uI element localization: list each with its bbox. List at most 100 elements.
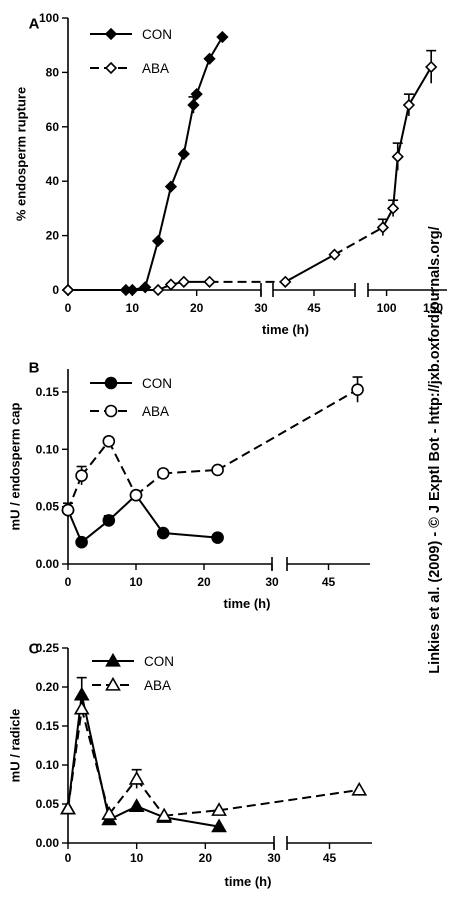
y-tick-label: 100	[39, 11, 59, 25]
data-point	[129, 488, 143, 502]
data-point	[128, 770, 145, 785]
data-point	[177, 275, 190, 288]
y-axis-label: mU / radicle	[7, 709, 22, 783]
series-con	[61, 488, 224, 549]
series-line-segment	[80, 440, 110, 477]
y-tick-label: 20	[46, 229, 60, 243]
series-line-segment	[135, 494, 165, 534]
data-point	[60, 800, 76, 815]
x-tick-label: 10	[126, 301, 140, 315]
y-axis-label: mU / endosperm cap	[7, 403, 22, 531]
y-tick-label: 60	[46, 120, 60, 134]
data-point	[128, 798, 145, 813]
series-line-segment	[182, 104, 195, 155]
y-tick-label: 80	[46, 65, 60, 79]
series-line-segment	[163, 468, 218, 475]
legend-label: ABA	[144, 678, 171, 693]
y-tick-label: 0.10	[36, 758, 60, 772]
y-tick-label: 0.15	[36, 719, 60, 733]
data-point	[151, 283, 165, 297]
series-line-segment	[218, 788, 360, 812]
data-point	[211, 818, 227, 833]
data-point	[203, 52, 216, 65]
data-point	[351, 383, 364, 396]
legend-label: CON	[144, 654, 174, 669]
series-line-segment	[164, 809, 220, 817]
series-line-segment	[135, 778, 165, 817]
data-point	[151, 234, 165, 248]
x-tick-label: 20	[190, 301, 204, 315]
x-tick-label: 30	[254, 301, 268, 315]
legend-marker	[104, 404, 118, 418]
legend-label: ABA	[142, 61, 169, 76]
y-tick-label: 0.05	[36, 500, 60, 514]
data-point	[328, 248, 341, 261]
legend-marker	[104, 61, 118, 75]
data-point	[211, 531, 224, 544]
x-tick-label: 30	[267, 851, 281, 865]
data-point	[211, 463, 224, 477]
y-tick-label: 0.25	[36, 641, 60, 655]
y-tick-label: 40	[46, 174, 60, 188]
panel-letter: C	[29, 640, 40, 657]
legend-marker	[105, 676, 121, 691]
panel-c: C 0.00 0.05 0.10 0.15 0.20 0.25 mU / radicle 0 10…	[7, 640, 372, 889]
data-point	[376, 221, 390, 234]
data-point	[211, 802, 227, 816]
x-tick-label: 45	[322, 575, 336, 589]
series-line-segment	[408, 66, 433, 106]
y-tick-label: 0.20	[36, 680, 60, 694]
series-line-segment	[144, 240, 160, 288]
x-tick-label: 10	[130, 851, 144, 865]
data-point	[279, 275, 292, 288]
x-tick-label: 20	[197, 575, 211, 589]
series-line-segment	[195, 58, 211, 95]
data-point	[156, 807, 173, 822]
series-con	[60, 676, 227, 833]
series-line-segment	[396, 104, 410, 157]
y-tick-label: 0.15	[36, 385, 60, 399]
series-aba	[61, 49, 438, 297]
data-point	[386, 202, 400, 215]
x-tick-label: 0	[65, 575, 72, 589]
y-tick-label: 0	[52, 283, 59, 297]
data-point	[102, 434, 116, 448]
data-point	[75, 535, 88, 549]
x-axis-label: time (h)	[262, 322, 309, 337]
series-aba	[60, 700, 368, 822]
journal-credit: Linkies et al. (2009) - © J Exptl Bot - …	[427, 226, 443, 674]
panel-a: A 0 20 40 60 80 100 % endosperm rupture 0 10 20 30 4…	[13, 11, 447, 337]
data-point	[61, 503, 75, 517]
y-tick-label: 0.00	[36, 836, 60, 850]
data-point	[73, 700, 90, 715]
x-tick-label: 20	[199, 851, 213, 865]
series-line-segment	[163, 816, 220, 828]
legend-label: CON	[142, 376, 172, 391]
data-point	[351, 781, 368, 796]
series-line-segment	[108, 778, 138, 815]
series-line-segment	[334, 226, 384, 256]
x-tick-label: 100	[377, 301, 397, 315]
series-line-segment	[67, 708, 83, 809]
x-tick-label: 45	[307, 301, 321, 315]
series-line-segment	[163, 532, 218, 539]
data-point	[216, 30, 229, 44]
y-tick-label: 0.05	[36, 797, 60, 811]
legend-marker	[104, 27, 118, 41]
x-tick-label: 10	[129, 575, 143, 589]
panel-letter: A	[29, 15, 40, 32]
legend-marker	[104, 376, 118, 390]
series-aba	[61, 376, 364, 517]
data-point	[391, 150, 404, 163]
data-point	[164, 278, 178, 291]
data-point	[156, 467, 170, 480]
x-tick-label: 45	[323, 851, 337, 865]
data-point	[73, 686, 90, 701]
x-tick-label: 150	[423, 301, 443, 315]
x-tick-label: 30	[265, 575, 279, 589]
x-tick-label: 0	[65, 851, 72, 865]
y-tick-label: 0.10	[36, 442, 60, 456]
x-axis-label: time (h)	[225, 874, 272, 889]
panel-letter: B	[29, 359, 40, 376]
